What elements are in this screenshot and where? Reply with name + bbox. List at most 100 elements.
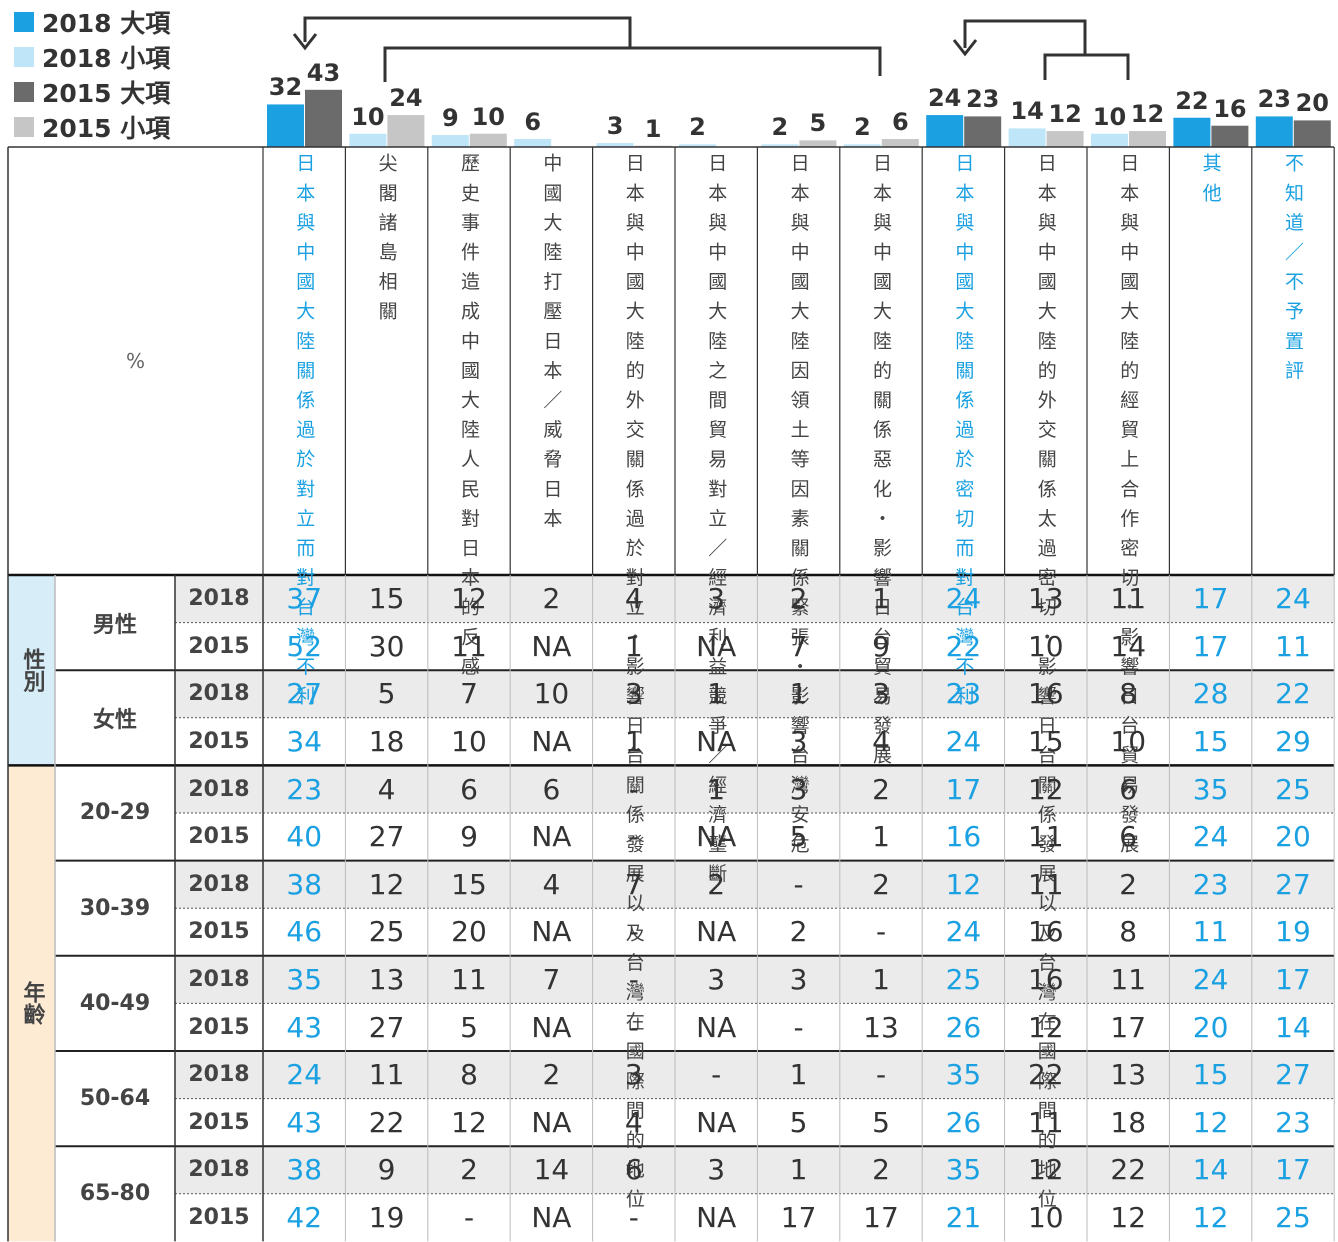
cell: 24 (945, 725, 982, 759)
cell: 15 (1192, 1058, 1229, 1092)
cell: 19 (368, 1201, 405, 1235)
cell: - (711, 1058, 722, 1092)
cell: 1 (624, 629, 643, 663)
cell: 23 (286, 772, 323, 806)
bar (679, 144, 716, 147)
cell: 5 (872, 1105, 890, 1139)
cell: 11 (451, 963, 487, 997)
bar (761, 144, 799, 147)
cell: 27 (368, 1010, 405, 1044)
cell: 4 (624, 582, 643, 616)
cell: 5 (377, 677, 396, 711)
cell: 17 (945, 772, 982, 806)
year: 2018 (188, 776, 250, 802)
bar-label: 22 (1175, 86, 1209, 115)
cell: 46 (286, 915, 323, 949)
column-label-text: 日本與中國大陸關係過於密切而對台灣不利 (952, 153, 975, 716)
cell: 9 (872, 629, 890, 663)
bar (799, 140, 837, 147)
cell: 43 (286, 1105, 323, 1139)
cell: 35 (1192, 772, 1229, 806)
bar (1211, 125, 1249, 147)
year: 2015 (188, 633, 250, 659)
cell: 27 (286, 677, 323, 711)
column-label: 日本與中國大陸的關係惡化・影響日台貿易發展 (840, 153, 922, 775)
cell: 1 (707, 772, 726, 806)
year: 2015 (188, 824, 250, 850)
cell: NA (696, 629, 737, 663)
column-label: 其他 (1169, 153, 1251, 573)
bar (514, 139, 552, 147)
column-label-text: 中國大陸打壓日本／威脅日本 (540, 153, 563, 538)
column-label-text: 日本與中國大陸的外交關係太過密切・影響日台關係發展以及台灣在國際間的地位 (1031, 153, 1061, 1219)
cell: 20 (451, 915, 487, 949)
year: 2018 (188, 871, 250, 897)
cell: 24 (945, 582, 982, 616)
cell: 26 (945, 1010, 982, 1044)
cell: - (875, 1058, 887, 1092)
cell: 14 (1192, 1153, 1229, 1187)
cell: 6 (542, 772, 561, 806)
bar-label: 16 (1213, 94, 1247, 123)
bar-label: 3 (606, 112, 624, 140)
bar (926, 115, 964, 147)
bar-label: 12 (1130, 100, 1165, 129)
cell: 24 (1192, 820, 1229, 854)
bar (1091, 133, 1128, 147)
cell: - (628, 915, 639, 949)
cell: 38 (286, 1153, 323, 1187)
row-bg (175, 1051, 1334, 1099)
legend-label: 2018 小項 (42, 44, 171, 73)
bar (1008, 128, 1046, 147)
bar (469, 133, 507, 147)
group-label: 年齡 (19, 981, 45, 1026)
cell: 20 (1275, 820, 1311, 854)
bracket (383, 46, 882, 82)
cell: 22 (1110, 1153, 1147, 1187)
year: 2015 (188, 1205, 250, 1231)
cell: 1 (789, 677, 808, 711)
cell: 27 (1275, 867, 1311, 901)
cell: 19 (1275, 915, 1311, 949)
cell: 11 (1027, 820, 1064, 854)
year: 2018 (188, 1062, 250, 1088)
cell: 5 (789, 1105, 808, 1139)
cell: 42 (286, 1201, 323, 1235)
cell: - (628, 1010, 639, 1044)
cell: 25 (945, 963, 982, 997)
arrowhead (292, 33, 318, 51)
cell: 6 (1119, 772, 1138, 806)
cell: 21 (945, 1201, 982, 1235)
year: 2018 (188, 967, 250, 993)
row-bg (175, 1146, 1334, 1194)
cell: 6 (624, 1153, 643, 1187)
column-label: 歷史事件造成中國大陸人民對日本的反感 (428, 153, 510, 686)
year: 2015 (188, 919, 250, 945)
cell: 14 (533, 1153, 570, 1187)
cell: 18 (1110, 1105, 1147, 1139)
cell: 12 (451, 1105, 487, 1139)
cell: - (628, 1201, 639, 1235)
cell: 11 (1192, 915, 1229, 949)
bar-label: 1 (644, 114, 662, 143)
cell: 1 (624, 725, 643, 759)
cell: 8 (1119, 915, 1138, 949)
cell: 10 (451, 725, 487, 759)
cell: 3 (707, 1153, 726, 1187)
column-label-text: 日本與中國大陸因領土等因素關係緊張・影響台灣安危 (787, 153, 810, 864)
bar-label: 23 (1257, 85, 1291, 114)
cell: 4 (542, 867, 561, 901)
row-bg (175, 955, 1334, 1004)
cell: 14 (1275, 1010, 1311, 1044)
cell: 6 (460, 772, 478, 806)
cell: 1 (707, 677, 726, 711)
bar-label: 32 (268, 73, 303, 102)
legend-swatch (14, 12, 34, 32)
subgroup-label: 20-29 (79, 800, 151, 826)
arrow (963, 19, 1087, 55)
cell: 15 (1192, 725, 1229, 759)
cell: 25 (1275, 772, 1311, 806)
bar (1046, 131, 1084, 147)
cell: 5 (460, 1010, 478, 1044)
